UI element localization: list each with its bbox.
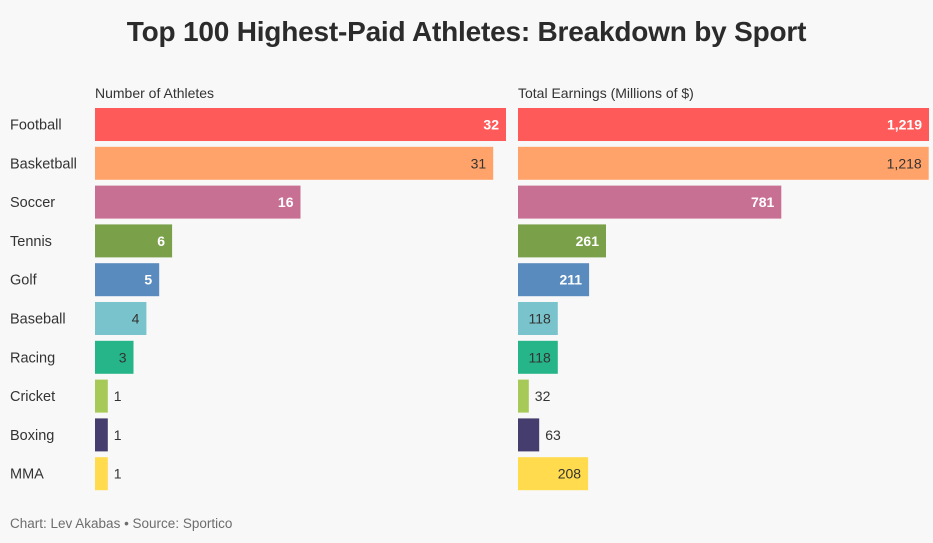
value-label-earnings-football: 1,219	[887, 117, 922, 133]
bar-athletes-soccer	[95, 185, 301, 219]
bar-earnings-tennis	[518, 224, 606, 258]
bar-athletes-baseball	[95, 302, 147, 335]
value-label-earnings-cricket: 32	[535, 388, 551, 404]
value-label-earnings-boxing: 63	[545, 427, 561, 443]
category-label-cricket: Cricket	[10, 389, 55, 405]
bar-athletes-basketball	[95, 146, 494, 180]
value-label-athletes-racing: 3	[119, 349, 127, 365]
bar-earnings-racing	[518, 340, 558, 374]
value-label-athletes-basketball: 31	[471, 155, 487, 171]
category-label-golf: Golf	[10, 273, 38, 289]
value-label-athletes-football: 32	[483, 117, 499, 133]
bar-earnings-golf	[518, 263, 590, 297]
bar-earnings-basketball	[518, 146, 929, 180]
value-label-earnings-basketball: 1,218	[887, 155, 922, 171]
value-label-athletes-golf: 5	[144, 272, 152, 288]
value-label-earnings-baseball: 118	[528, 311, 551, 327]
category-label-baseball: Baseball	[10, 312, 66, 328]
category-label-boxing: Boxing	[10, 428, 54, 444]
value-label-athletes-mma: 1	[114, 466, 122, 482]
chart-title: Top 100 Highest-Paid Athletes: Breakdown…	[126, 16, 807, 47]
category-label-racing: Racing	[10, 350, 55, 366]
bar-earnings-cricket	[518, 379, 529, 413]
bar-athletes-mma	[95, 457, 108, 491]
chart-footer: Chart: Lev Akabas • Source: Sportico	[10, 516, 233, 531]
value-label-athletes-baseball: 4	[132, 311, 140, 327]
value-label-athletes-cricket: 1	[114, 388, 122, 404]
value-label-earnings-mma: 208	[558, 466, 582, 482]
panel-title-athletes: Number of Athletes	[95, 85, 214, 101]
category-label-football: Football	[10, 118, 62, 134]
bar-athletes-golf	[95, 263, 160, 297]
bar-athletes-boxing	[95, 418, 108, 452]
category-label-tennis: Tennis	[10, 234, 52, 250]
bar-earnings-soccer	[518, 185, 782, 219]
category-label-basketball: Basketball	[10, 156, 77, 172]
value-label-earnings-golf: 211	[560, 272, 583, 288]
value-label-earnings-soccer: 781	[751, 194, 775, 210]
bar-athletes-football	[95, 108, 506, 141]
bar-earnings-football	[518, 108, 929, 141]
category-label-mma: MMA	[10, 467, 44, 483]
bar-earnings-boxing	[518, 418, 540, 452]
value-label-athletes-tennis: 6	[157, 233, 165, 249]
value-label-earnings-tennis: 261	[576, 233, 600, 249]
value-label-athletes-soccer: 16	[278, 194, 294, 210]
bar-earnings-baseball	[518, 302, 558, 335]
bar-athletes-racing	[95, 340, 134, 374]
bar-athletes-cricket	[95, 379, 108, 413]
bar-earnings-mma	[518, 457, 589, 491]
category-label-soccer: Soccer	[10, 195, 55, 211]
value-label-athletes-boxing: 1	[114, 427, 122, 443]
bar-athletes-tennis	[95, 224, 173, 258]
value-label-earnings-racing: 118	[528, 349, 551, 365]
panel-title-earnings: Total Earnings (Millions of $)	[518, 85, 694, 101]
